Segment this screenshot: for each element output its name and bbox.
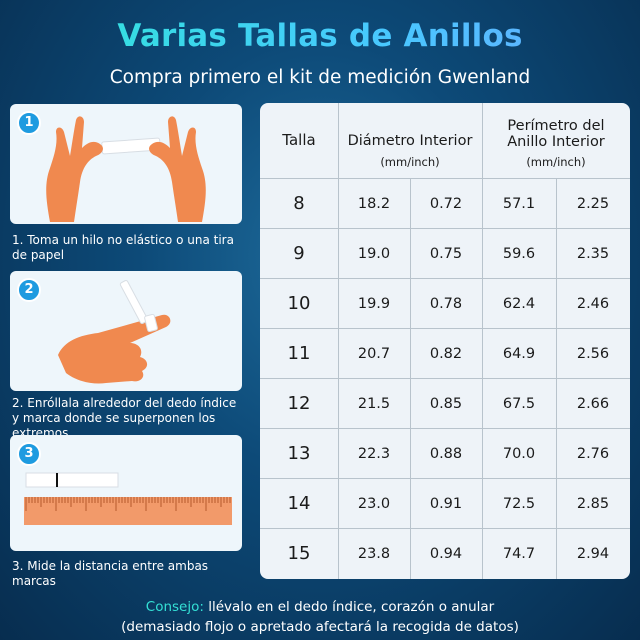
cell-p-in: 2.85: [576, 496, 610, 512]
page-subtitle: Compra primero el kit de medición Gwenla…: [109, 67, 531, 88]
tip-line1: llévalo en el dedo índice, corazón o anu…: [203, 599, 495, 615]
step-1-text: 1. Toma un hilo no elástico o una tira d…: [12, 233, 234, 262]
cell-d-mm: 23.0: [357, 496, 391, 512]
header-diameter-unit: (mm/inch): [380, 155, 440, 169]
step-2-text: 2. Enróllala alrededor del dedo índice y…: [12, 396, 237, 440]
cell-size: 13: [287, 443, 311, 464]
cell-p-in: 2.66: [576, 396, 610, 412]
cell-p-in: 2.94: [576, 546, 610, 562]
table-header: Talla Diámetro Interior (mm/inch) Períme…: [260, 103, 630, 179]
finger-wrap-illustration: [58, 280, 171, 384]
cell-d-in: 0.85: [429, 396, 463, 412]
cell-size: 11: [287, 343, 311, 364]
cell-p-mm: 72.5: [502, 496, 536, 512]
step-2-badge: 2: [17, 278, 41, 302]
cell-d-in: 0.72: [429, 196, 463, 212]
header-perimeter-unit: (mm/inch): [526, 155, 586, 169]
table-row: 12 21.5 0.85 67.5 2.66: [260, 379, 630, 429]
cell-p-mm: 59.6: [502, 246, 536, 262]
step-3-text: 3. Mide la distancia entre ambas marcas: [12, 559, 209, 588]
cell-d-in: 0.91: [429, 496, 463, 512]
header-size: Talla: [282, 131, 316, 149]
cell-p-in: 2.46: [576, 296, 610, 312]
cell-d-in: 0.78: [429, 296, 463, 312]
cell-d-in: 0.88: [429, 446, 463, 462]
step-2-card: 2: [10, 271, 242, 391]
header-perimeter-line2: Anillo Interior: [507, 134, 605, 150]
step-1-card: 1: [10, 104, 242, 224]
table-row: 10 19.9 0.78 62.4 2.46: [260, 279, 630, 329]
cell-d-mm: 21.5: [357, 396, 391, 412]
ruler-illustration: [24, 472, 232, 525]
cell-size: 14: [287, 493, 311, 514]
divider-size: [338, 103, 339, 579]
header-perimeter-line1: Perímetro del: [507, 118, 605, 134]
table-row: 14 23.0 0.91 72.5 2.85: [260, 479, 630, 529]
hands-holding-strip-illustration: [46, 116, 206, 222]
cell-p-in: 2.25: [576, 196, 610, 212]
tip-text: Consejo: llévalo en el dedo índice, cora…: [0, 597, 640, 637]
tip-line2: (demasiado flojo o apretado afectará la …: [121, 619, 519, 635]
header-diameter: Diámetro Interior: [347, 133, 473, 149]
table-row: 8 18.2 0.72 57.1 2.25: [260, 179, 630, 229]
cell-size: 10: [287, 293, 311, 314]
cell-p-in: 2.56: [576, 346, 610, 362]
table-row: 9 19.0 0.75 59.6 2.35: [260, 229, 630, 279]
table-row: 15 23.8 0.94 74.7 2.94: [260, 529, 630, 579]
step-1-badge: 1: [17, 111, 41, 135]
cell-p-in: 2.76: [576, 446, 610, 462]
tip-keyword: Consejo:: [145, 599, 204, 615]
cell-d-mm: 19.0: [357, 246, 391, 262]
cell-d-in: 0.82: [429, 346, 463, 362]
cell-d-in: 0.94: [429, 546, 463, 562]
size-table: Talla Diámetro Interior (mm/inch) Períme…: [260, 103, 630, 579]
cell-d-mm: 22.3: [357, 446, 391, 462]
cell-size: 12: [287, 393, 311, 414]
cell-p-mm: 74.7: [502, 546, 536, 562]
cell-d-mm: 19.9: [357, 296, 391, 312]
cell-p-mm: 62.4: [502, 296, 536, 312]
step-3-card: 3: [10, 435, 242, 551]
cell-size: 8: [293, 193, 305, 214]
table-row: 13 22.3 0.88 70.0 2.76: [260, 429, 630, 479]
step-3-badge: 3: [17, 442, 41, 466]
page-title: Varias Tallas de Anillos: [0, 18, 640, 54]
divider-diameter-units: [410, 179, 411, 579]
divider-perimeter-units: [556, 179, 557, 579]
cell-p-mm: 67.5: [502, 396, 536, 412]
cell-p-in: 2.35: [576, 246, 610, 262]
cell-size: 15: [287, 543, 311, 564]
cell-p-mm: 57.1: [502, 196, 536, 212]
table-row: 11 20.7 0.82 64.9 2.56: [260, 329, 630, 379]
cell-d-mm: 23.8: [357, 546, 391, 562]
cell-d-mm: 18.2: [357, 196, 391, 212]
cell-d-mm: 20.7: [357, 346, 391, 362]
divider-diameter-perimeter: [482, 103, 483, 579]
cell-size: 9: [293, 243, 305, 264]
cell-p-mm: 64.9: [502, 346, 536, 362]
cell-p-mm: 70.0: [502, 446, 536, 462]
cell-d-in: 0.75: [429, 246, 463, 262]
